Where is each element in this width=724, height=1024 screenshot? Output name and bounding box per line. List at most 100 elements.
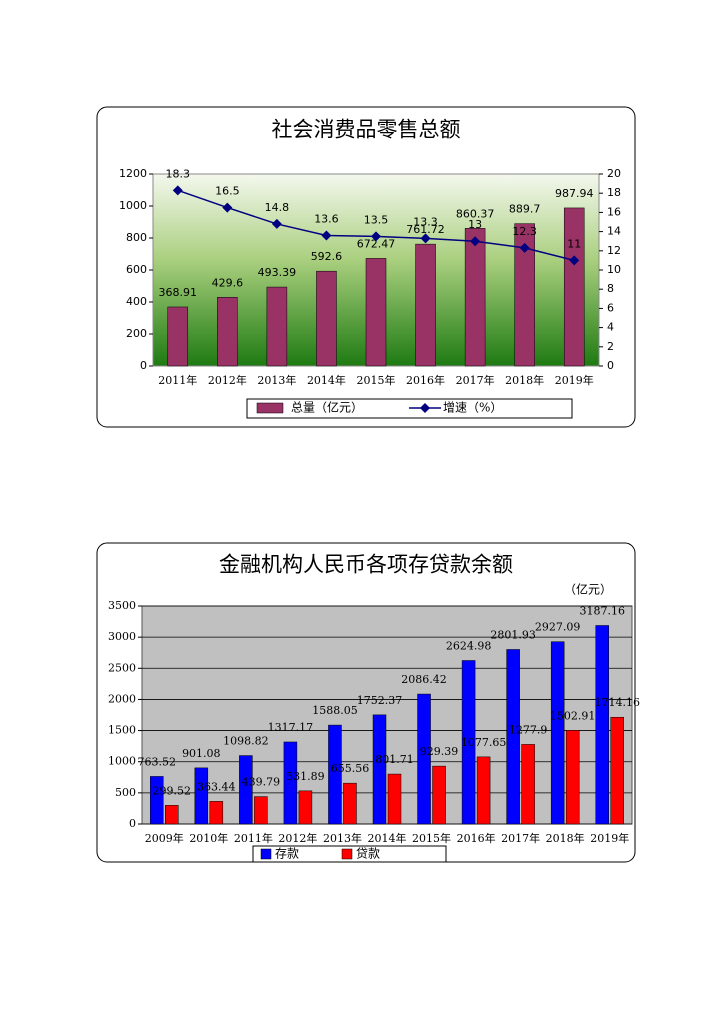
bar — [365, 258, 387, 367]
data-label: 901.08 — [182, 747, 221, 760]
data-label: 493.39 — [258, 266, 297, 279]
bar — [415, 243, 436, 367]
bar — [217, 297, 238, 367]
y-tick-label: 1500 — [108, 724, 136, 737]
y2-tick-label: 14 — [607, 225, 621, 238]
data-label: 1588.05 — [312, 704, 358, 717]
data-label: 368.91 — [159, 286, 198, 299]
bar — [550, 641, 565, 825]
x-tick-label: 2017年 — [501, 831, 540, 845]
legend-swatch — [256, 402, 284, 414]
y-tick-label: 500 — [115, 786, 136, 799]
y-tick-label: 1000 — [119, 199, 147, 212]
bar — [464, 228, 486, 367]
y-tick-label: 1200 — [119, 167, 147, 180]
data-label: 363.44 — [197, 780, 236, 793]
y2-tick-label: 12 — [607, 244, 621, 257]
data-label: 592.6 — [311, 250, 343, 263]
y-tick-label: 0 — [129, 817, 136, 830]
y2-tick-label: 0 — [607, 359, 614, 372]
data-label: 1714.16 — [594, 696, 640, 709]
y-tick-label: 3500 — [108, 599, 136, 612]
bar — [432, 765, 446, 825]
bar — [343, 782, 357, 825]
bar — [476, 756, 491, 825]
bar — [209, 801, 224, 825]
line-marker — [321, 230, 332, 241]
data-label: 14.8 — [265, 201, 290, 214]
x-tick-label: 2019年 — [590, 831, 629, 845]
data-label: 761.72 — [406, 223, 445, 236]
data-label: 763.52 — [138, 755, 177, 768]
bar — [254, 796, 268, 825]
x-tick-label: 2009年 — [145, 831, 184, 845]
bar — [417, 693, 431, 825]
bar — [328, 724, 342, 825]
y-tick-label: 2000 — [108, 692, 136, 705]
data-label: 18.3 — [166, 167, 191, 180]
line-marker — [470, 236, 481, 247]
x-tick-label: 2013年 — [257, 373, 296, 387]
bar — [461, 660, 476, 825]
data-label: 987.94 — [555, 187, 594, 200]
legend-label: 总量（亿元） — [291, 400, 363, 415]
x-tick-label: 2016年 — [457, 831, 496, 845]
data-label: 13.5 — [364, 213, 389, 226]
data-label: 11 — [567, 237, 581, 250]
bar — [167, 306, 189, 367]
bar — [316, 270, 337, 367]
legend-swatch — [260, 848, 272, 860]
legend-label: 存款 — [275, 847, 299, 861]
data-label: 13 — [468, 218, 482, 231]
y2-tick-label: 16 — [607, 205, 621, 218]
data-label: 1277.9 — [509, 723, 548, 736]
y-tick-label: 600 — [126, 263, 147, 276]
data-label: 1752.37 — [357, 694, 403, 707]
x-tick-label: 2012年 — [278, 831, 317, 845]
data-label: 929.39 — [420, 745, 459, 758]
chart-title: 金融机构人民币各项存贷款余额 — [219, 553, 513, 577]
y-tick-label: 1000 — [108, 755, 136, 768]
data-label: 2624.98 — [446, 640, 492, 653]
data-label: 1317.17 — [268, 721, 314, 734]
x-tick-label: 2014年 — [368, 831, 407, 845]
x-tick-label: 2014年 — [307, 373, 346, 387]
unit-label: （亿元） — [564, 582, 612, 597]
x-tick-label: 2018年 — [505, 373, 544, 387]
data-label: 801.71 — [375, 753, 414, 766]
y-tick-label: 3000 — [108, 630, 136, 643]
bar — [165, 805, 179, 825]
data-label: 1098.82 — [223, 735, 269, 748]
bar — [372, 714, 387, 825]
x-tick-label: 2011年 — [158, 373, 197, 387]
data-label: 860.37 — [456, 207, 495, 220]
x-tick-label: 2012年 — [208, 373, 247, 387]
y2-tick-label: 18 — [607, 186, 621, 199]
line-marker — [519, 242, 530, 253]
x-tick-label: 2018年 — [546, 831, 585, 845]
bar — [387, 773, 402, 825]
x-tick-label: 2010年 — [189, 831, 228, 845]
bar — [521, 744, 535, 825]
data-label: 2801.93 — [490, 628, 536, 641]
line-marker — [222, 202, 233, 213]
data-label: 13.6 — [314, 212, 339, 225]
data-label: 429.6 — [212, 276, 244, 289]
data-label: 13.3 — [413, 215, 438, 228]
x-tick-label: 2015年 — [412, 831, 451, 845]
line-marker — [420, 233, 431, 244]
legend-swatch — [420, 403, 430, 413]
data-label: 439.79 — [242, 776, 281, 789]
data-label: 672.47 — [357, 237, 396, 250]
data-label: 889.7 — [509, 203, 541, 216]
x-tick-label: 2013年 — [323, 831, 362, 845]
y2-tick-label: 4 — [607, 321, 614, 334]
bar — [239, 755, 253, 825]
y2-tick-label: 10 — [607, 263, 621, 276]
legend-swatch — [341, 848, 353, 860]
line-marker — [172, 185, 183, 196]
chart-title: 社会消费品零售总额 — [272, 118, 461, 142]
x-tick-label: 2016年 — [406, 373, 445, 387]
data-label: 1077.65 — [461, 736, 507, 749]
